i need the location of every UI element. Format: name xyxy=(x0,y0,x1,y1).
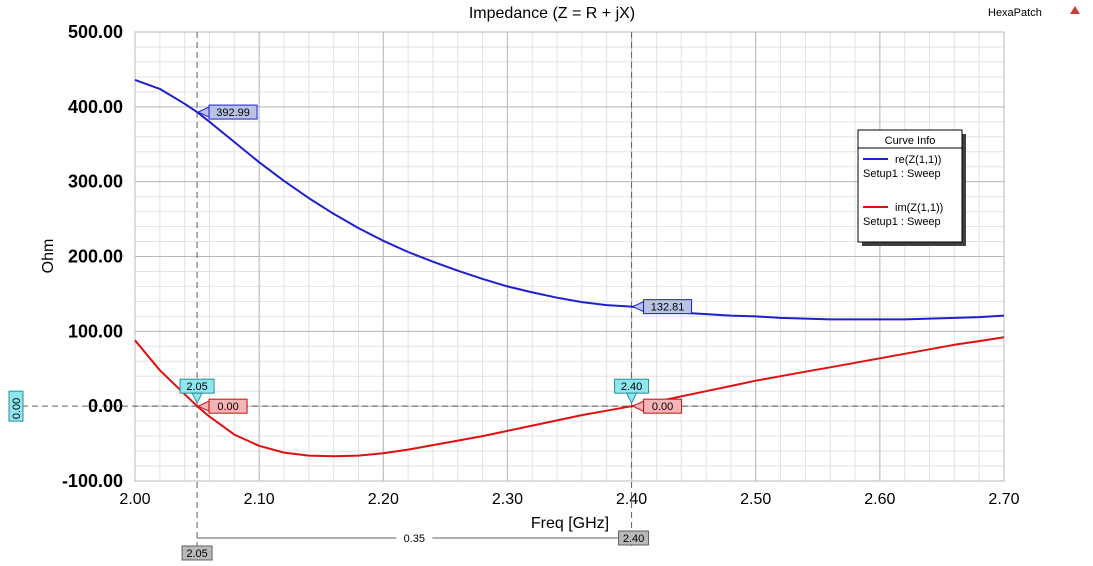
marker-value-tag[interactable] xyxy=(643,398,683,414)
marker-value-label: 392.99 xyxy=(216,107,250,119)
tick-labels: -100.00 0.00 100.00 200.00 300.00 400.00 500.0… xyxy=(62,22,1020,508)
delta-cursor-tag[interactable] xyxy=(181,545,213,561)
y-cursor-tag[interactable] xyxy=(8,390,24,422)
x-tick-label: 2.40 xyxy=(616,491,647,508)
series-line-re xyxy=(134,78,1005,321)
marker-value-tag[interactable] xyxy=(208,398,248,414)
marker-value-label: 132.81 xyxy=(651,302,685,314)
legend-sweep-re: Setup1 : Sweep xyxy=(863,168,941,180)
x-tick-label: 2.60 xyxy=(864,491,895,508)
series-layer xyxy=(134,78,1005,458)
marker-x-label: 2.05 xyxy=(186,381,207,393)
y-tick-label: 0.00 xyxy=(88,396,123,416)
x-tick-label: 2.20 xyxy=(368,491,399,508)
marker-value-tag[interactable] xyxy=(643,299,693,315)
marker-pointer-icon xyxy=(191,392,203,405)
y-cursor-label: 0.00 xyxy=(11,398,23,419)
x-axis-label: Freq [GHz] xyxy=(531,515,609,532)
y-tick-label: 400.00 xyxy=(68,97,123,117)
x-tick-label: 2.50 xyxy=(740,491,771,508)
marker-value-label: 0.00 xyxy=(652,401,673,413)
triangle-icon xyxy=(1070,6,1080,14)
chart-title: Impedance (Z = R + jX) xyxy=(469,5,635,22)
x-tick-label: 2.00 xyxy=(119,491,150,508)
x-tick-label: 2.70 xyxy=(988,491,1019,508)
y-tick-label: 100.00 xyxy=(68,321,123,341)
y-axis-label: Ohm xyxy=(40,239,57,274)
x-cursors[interactable] xyxy=(196,32,633,546)
legend-entry-im: im(Z(1,1)) xyxy=(895,202,943,214)
y-tick-label: 300.00 xyxy=(68,172,123,192)
x-tick-label: 2.30 xyxy=(492,491,523,508)
delta-label: 0.35 xyxy=(404,533,425,545)
marker-value-tag[interactable] xyxy=(208,104,258,120)
series-line-im xyxy=(134,336,1005,458)
brand-label: HexaPatch xyxy=(988,7,1042,19)
marker-x-label: 2.40 xyxy=(621,381,642,393)
legend-title: Curve Info xyxy=(885,135,936,147)
legend-entry-re: re(Z(1,1)) xyxy=(895,154,941,166)
marker-value-label: 0.00 xyxy=(217,401,238,413)
legend-box[interactable]: Curve Info re(Z(1,1)) Setup1 : Sweep im(… xyxy=(857,129,966,246)
marker-layer[interactable]: 2.05 392.99 0.00 2.40 132.81 0.00 xyxy=(179,104,693,414)
delta-cursor-label: 2.05 xyxy=(186,548,207,560)
x-tick-label: 2.10 xyxy=(244,491,275,508)
y-tick-label: 500.00 xyxy=(68,22,123,42)
marker-pointer-icon xyxy=(625,392,638,405)
delta-cursor-label: 2.40 xyxy=(623,533,644,545)
delta-cursor-tag[interactable] xyxy=(618,530,650,546)
delta-bg xyxy=(396,531,433,545)
delta-indicator: 0.35 2.05 2.40 xyxy=(181,530,650,561)
y-cursor[interactable]: 0.00 xyxy=(8,390,1004,422)
y-tick-label: -100.00 xyxy=(62,471,123,491)
y-tick-label: 200.00 xyxy=(68,247,123,267)
legend-sweep-im: Setup1 : Sweep xyxy=(863,216,941,228)
